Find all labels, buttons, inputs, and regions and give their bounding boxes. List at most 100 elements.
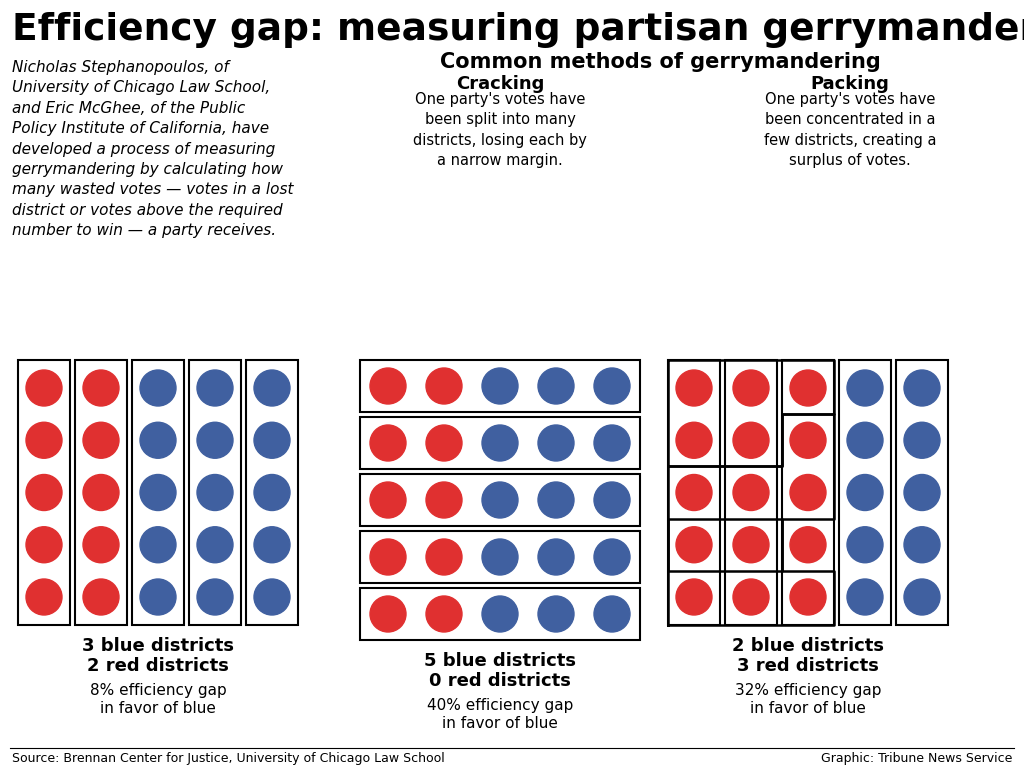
Circle shape (538, 482, 574, 518)
Circle shape (370, 482, 406, 518)
Circle shape (83, 370, 119, 406)
Circle shape (790, 579, 826, 615)
Circle shape (847, 526, 883, 562)
Circle shape (83, 474, 119, 510)
Bar (360, 417, 640, 469)
Circle shape (426, 425, 462, 461)
Circle shape (847, 370, 883, 406)
Circle shape (538, 425, 574, 461)
Text: 3 blue districts: 3 blue districts (82, 637, 234, 655)
Circle shape (538, 368, 574, 404)
Circle shape (676, 370, 712, 406)
Bar (360, 474, 640, 526)
Circle shape (26, 526, 62, 562)
Bar (360, 531, 640, 583)
Text: Source: Brennan Center for Justice, University of Chicago Law School: Source: Brennan Center for Justice, Univ… (12, 752, 444, 765)
Text: 3 red districts: 3 red districts (737, 657, 879, 675)
Circle shape (254, 579, 290, 615)
Circle shape (197, 579, 233, 615)
Circle shape (790, 370, 826, 406)
Circle shape (426, 482, 462, 518)
Text: One party's votes have
been split into many
districts, losing each by
a narrow m: One party's votes have been split into m… (413, 92, 587, 168)
Circle shape (254, 526, 290, 562)
Text: in favor of blue: in favor of blue (442, 716, 558, 731)
Bar (668, 360, 720, 625)
Text: Common methods of gerrymandering: Common methods of gerrymandering (439, 52, 881, 72)
Circle shape (733, 370, 769, 406)
Circle shape (140, 422, 176, 459)
Circle shape (83, 526, 119, 562)
Circle shape (594, 539, 630, 575)
Circle shape (83, 422, 119, 459)
Circle shape (733, 422, 769, 459)
Circle shape (370, 425, 406, 461)
Bar (189, 360, 241, 625)
Circle shape (370, 596, 406, 632)
Bar (18, 360, 70, 625)
Circle shape (676, 474, 712, 510)
Circle shape (904, 526, 940, 562)
Circle shape (26, 474, 62, 510)
Text: 2 red districts: 2 red districts (87, 657, 229, 675)
Circle shape (26, 422, 62, 459)
Text: 40% efficiency gap: 40% efficiency gap (427, 698, 573, 713)
Bar (360, 588, 640, 640)
Circle shape (594, 368, 630, 404)
Circle shape (426, 368, 462, 404)
Circle shape (197, 370, 233, 406)
Circle shape (676, 422, 712, 459)
Bar (782, 360, 834, 625)
Text: Efficiency gap: measuring partisan gerrymandering: Efficiency gap: measuring partisan gerry… (12, 12, 1024, 48)
Circle shape (254, 422, 290, 459)
Circle shape (426, 539, 462, 575)
Circle shape (733, 474, 769, 510)
Circle shape (904, 422, 940, 459)
Circle shape (538, 539, 574, 575)
Circle shape (904, 579, 940, 615)
Text: Graphic: Tribune News Service: Graphic: Tribune News Service (820, 752, 1012, 765)
Circle shape (83, 579, 119, 615)
Text: Nicholas Stephanopoulos, of
University of Chicago Law School,
and Eric McGhee, o: Nicholas Stephanopoulos, of University o… (12, 60, 294, 238)
Circle shape (790, 526, 826, 562)
Bar (246, 360, 298, 625)
Circle shape (140, 526, 176, 562)
Circle shape (482, 596, 518, 632)
Circle shape (26, 370, 62, 406)
Text: 2 blue districts: 2 blue districts (732, 637, 884, 655)
Text: 0 red districts: 0 red districts (429, 672, 571, 690)
Text: in favor of blue: in favor of blue (100, 701, 216, 716)
Circle shape (538, 596, 574, 632)
Text: One party's votes have
been concentrated in a
few districts, creating a
surplus : One party's votes have been concentrated… (764, 92, 936, 168)
Circle shape (847, 579, 883, 615)
Circle shape (676, 579, 712, 615)
Circle shape (482, 425, 518, 461)
Text: Cracking: Cracking (456, 75, 544, 93)
Bar (75, 360, 127, 625)
Circle shape (482, 539, 518, 575)
Bar (839, 360, 891, 625)
Bar (132, 360, 184, 625)
Circle shape (733, 526, 769, 562)
Circle shape (847, 422, 883, 459)
Circle shape (370, 368, 406, 404)
Circle shape (847, 474, 883, 510)
Text: Packing: Packing (811, 75, 890, 93)
Circle shape (140, 474, 176, 510)
Text: in favor of blue: in favor of blue (750, 701, 866, 716)
Circle shape (733, 579, 769, 615)
Bar (896, 360, 948, 625)
Text: 5 blue districts: 5 blue districts (424, 652, 575, 670)
Circle shape (197, 422, 233, 459)
Circle shape (254, 474, 290, 510)
Circle shape (676, 526, 712, 562)
Bar (360, 360, 640, 412)
Circle shape (197, 474, 233, 510)
Circle shape (790, 474, 826, 510)
Circle shape (904, 370, 940, 406)
Circle shape (594, 482, 630, 518)
Bar (725, 360, 777, 625)
Circle shape (482, 368, 518, 404)
Circle shape (482, 482, 518, 518)
Circle shape (426, 596, 462, 632)
Circle shape (254, 370, 290, 406)
